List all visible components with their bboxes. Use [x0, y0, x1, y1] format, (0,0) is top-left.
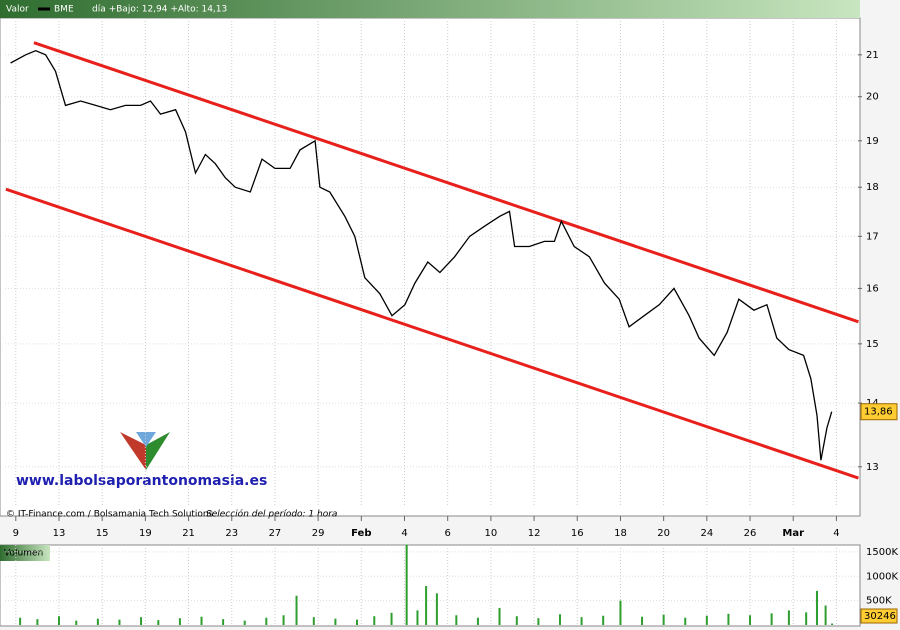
last-volume-box: [860, 608, 898, 624]
header-label: Valor: [6, 5, 29, 15]
x-tick-label: 26: [744, 528, 757, 539]
y-tick-label: 19: [866, 136, 879, 147]
volume-bar: [824, 605, 827, 625]
x-tick-label: 15: [96, 528, 109, 539]
volume-bar: [19, 617, 22, 625]
volume-bar: [476, 617, 479, 625]
volume-bar: [770, 613, 773, 625]
volume-bar: [36, 619, 39, 625]
x-tick-label: 21: [182, 528, 195, 539]
volume-bar: [662, 614, 665, 625]
x-tick-label: 19: [139, 528, 152, 539]
y-tick-label: 1500K: [866, 547, 898, 558]
x-tick-label: 27: [269, 528, 282, 539]
x-tick-label: 10: [485, 528, 498, 539]
x-tick-label: 18: [614, 528, 627, 539]
volume-bar: [537, 618, 540, 625]
x-tick-label: 9: [13, 528, 19, 539]
volume-bar: [118, 619, 121, 625]
volume-bar: [57, 616, 60, 625]
volume-bar: [435, 593, 438, 625]
volume-panel: [0, 544, 861, 627]
last-value-label: 13,86: [864, 407, 893, 418]
header-range: día +Bajo: 12,94 +Alto: 14,13: [92, 5, 227, 15]
volume-bar: [425, 586, 428, 625]
volume-bar: [312, 617, 315, 625]
volume-bar: [75, 620, 78, 625]
y-tick-label: 1000K: [866, 571, 898, 582]
x-tick-label: Mar: [782, 528, 804, 539]
header-bar: [0, 0, 860, 18]
volume-title: Volumen: [4, 549, 43, 559]
x-tick-label: 6: [445, 528, 451, 539]
volume-bar: [805, 612, 808, 625]
footer-source: © IT-Finance.com / Bolsamania Tech Solut…: [6, 510, 214, 520]
volume-bar: [140, 617, 143, 625]
volume-bar: [373, 616, 376, 625]
y-tick-label: 21: [866, 50, 879, 61]
x-tick-label: 23: [225, 528, 238, 539]
volume-bar: [815, 590, 818, 625]
x-tick-label: 12: [528, 528, 541, 539]
y-tick-label: 13: [866, 462, 879, 473]
volume-bar: [619, 600, 622, 625]
y-tick-label: 17: [866, 231, 879, 242]
volume-bar: [684, 617, 687, 625]
x-tick-label: 4: [401, 528, 407, 539]
legend-entry: BME: [54, 5, 74, 15]
volume-bar: [416, 610, 419, 625]
volume-bar: [157, 620, 160, 625]
y-tick-label: 15: [866, 339, 879, 350]
watermark-text: www.labolsaporantonomasia.es: [16, 473, 267, 489]
volume-bar: [265, 617, 268, 625]
volume-bar: [405, 544, 408, 625]
y-tick-label: 16: [866, 283, 879, 294]
x-tick-label: 16: [571, 528, 584, 539]
volume-bar: [455, 615, 458, 625]
x-tick-label: 4: [833, 528, 839, 539]
volume-bar: [705, 615, 708, 625]
volume-bar: [334, 618, 337, 625]
volume-bar: [282, 615, 285, 625]
volume-bar: [390, 612, 393, 625]
volume-header: [0, 545, 50, 561]
y-tick-label: 18: [866, 182, 879, 193]
volume-bar: [580, 617, 583, 625]
x-tick-label: Feb: [351, 528, 371, 539]
channel-line: [5, 187, 859, 480]
footer-period: Selección del período: 1 hora: [206, 509, 337, 520]
volume-bar: [243, 620, 246, 625]
x-tick-label: 29: [312, 528, 325, 539]
volume-bar: [727, 613, 730, 625]
y-tick-label: 20: [866, 92, 879, 103]
volume-bar: [602, 615, 605, 625]
watermark-logo: [120, 432, 170, 470]
volume-bar: [787, 610, 790, 625]
volume-bar: [178, 618, 181, 625]
channel-line: [33, 41, 859, 324]
last-volume-label: 30246: [864, 611, 896, 622]
volume-bar: [498, 607, 501, 625]
y-tick-label: 500K: [866, 596, 892, 607]
volume-bar: [515, 616, 518, 625]
x-tick-label: 24: [700, 528, 713, 539]
volume-bar: [831, 623, 834, 625]
volume-bar: [96, 618, 99, 625]
volume-bar: [558, 614, 561, 625]
volume-bar: [355, 619, 358, 625]
volume-bar: [641, 616, 644, 625]
volume-bar: [200, 616, 203, 625]
volume-bar: [295, 595, 298, 625]
x-tick-label: 20: [657, 528, 670, 539]
volume-bar: [749, 615, 752, 625]
price-line: [10, 49, 833, 461]
volume-bar: [222, 619, 225, 625]
x-tick-label: 13: [53, 528, 66, 539]
last-value-box: [860, 403, 898, 421]
